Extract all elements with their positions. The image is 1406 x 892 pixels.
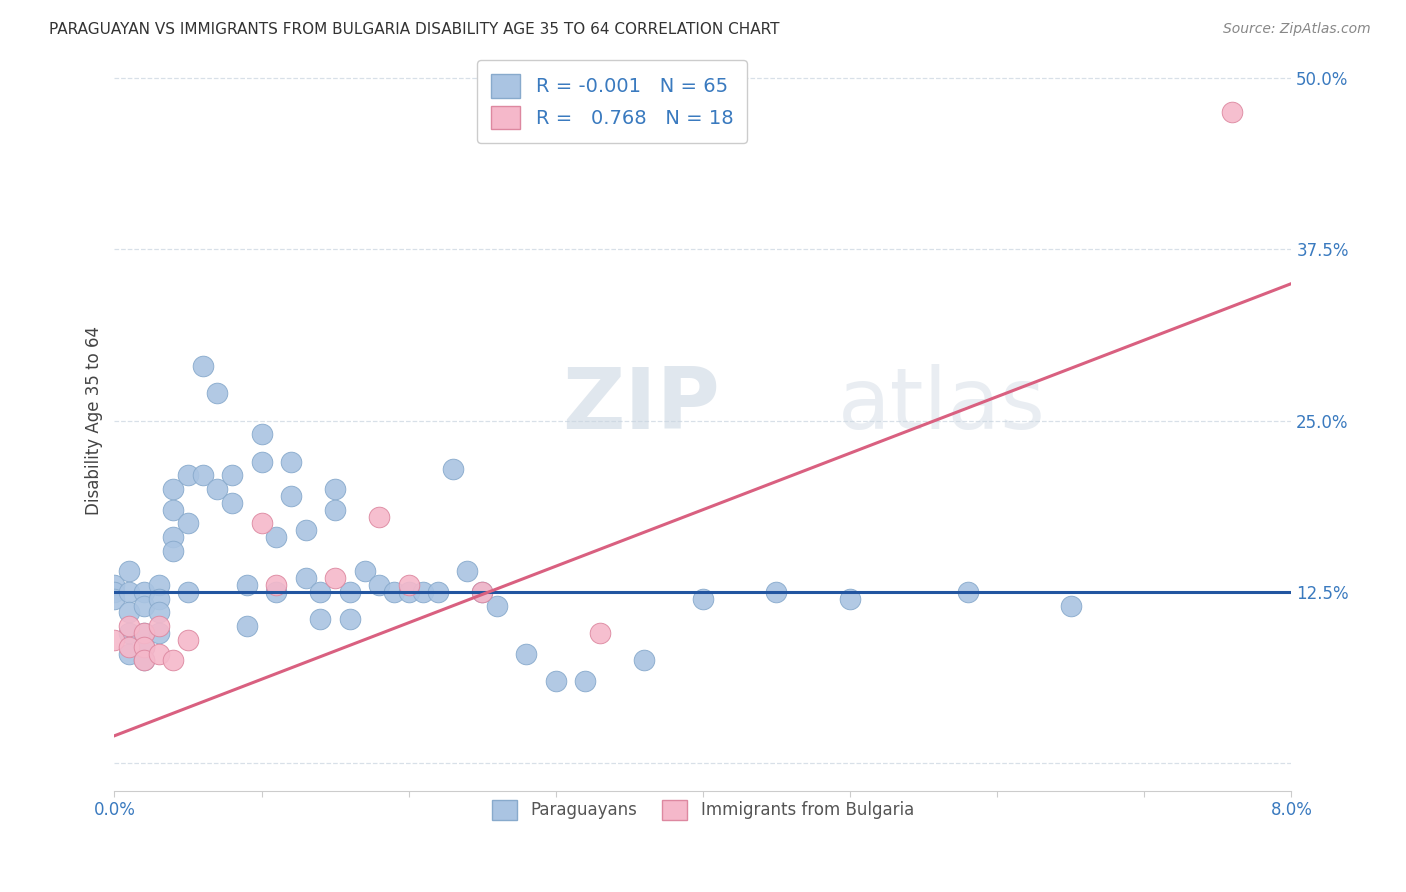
Point bbox=[162, 530, 184, 544]
Point bbox=[162, 653, 184, 667]
Text: atlas: atlas bbox=[838, 364, 1046, 448]
Point bbox=[162, 544, 184, 558]
Text: ZIP: ZIP bbox=[561, 364, 720, 448]
Point bbox=[177, 585, 200, 599]
Point bbox=[236, 619, 259, 633]
Point bbox=[132, 640, 155, 654]
Point bbox=[207, 482, 229, 496]
Point bbox=[221, 468, 243, 483]
Point bbox=[309, 585, 332, 599]
Point bbox=[132, 599, 155, 613]
Point bbox=[118, 606, 141, 620]
Point bbox=[515, 647, 537, 661]
Point bbox=[323, 482, 346, 496]
Point bbox=[264, 585, 287, 599]
Point bbox=[118, 640, 141, 654]
Point bbox=[309, 612, 332, 626]
Point bbox=[132, 626, 155, 640]
Point bbox=[103, 632, 125, 647]
Point bbox=[118, 626, 141, 640]
Point bbox=[162, 502, 184, 516]
Point bbox=[280, 489, 302, 503]
Point bbox=[456, 565, 478, 579]
Y-axis label: Disability Age 35 to 64: Disability Age 35 to 64 bbox=[86, 326, 103, 516]
Point bbox=[692, 591, 714, 606]
Point bbox=[412, 585, 434, 599]
Point bbox=[471, 585, 494, 599]
Point bbox=[294, 523, 316, 537]
Point bbox=[339, 612, 361, 626]
Point bbox=[339, 585, 361, 599]
Point bbox=[1059, 599, 1081, 613]
Point bbox=[148, 619, 170, 633]
Point bbox=[103, 578, 125, 592]
Point bbox=[353, 565, 375, 579]
Point bbox=[132, 626, 155, 640]
Point bbox=[250, 427, 273, 442]
Point bbox=[148, 606, 170, 620]
Point bbox=[103, 585, 125, 599]
Point bbox=[132, 653, 155, 667]
Point bbox=[544, 673, 567, 688]
Point bbox=[132, 585, 155, 599]
Point bbox=[148, 591, 170, 606]
Point bbox=[148, 626, 170, 640]
Point bbox=[118, 619, 141, 633]
Point bbox=[207, 386, 229, 401]
Point bbox=[485, 599, 508, 613]
Point bbox=[839, 591, 862, 606]
Point bbox=[1222, 105, 1244, 120]
Point bbox=[471, 585, 494, 599]
Point bbox=[118, 647, 141, 661]
Point bbox=[103, 591, 125, 606]
Point bbox=[148, 578, 170, 592]
Point bbox=[118, 585, 141, 599]
Point bbox=[177, 632, 200, 647]
Point bbox=[118, 565, 141, 579]
Point bbox=[250, 516, 273, 531]
Point bbox=[132, 640, 155, 654]
Point bbox=[323, 571, 346, 585]
Point bbox=[398, 585, 420, 599]
Point bbox=[398, 578, 420, 592]
Point bbox=[148, 647, 170, 661]
Point bbox=[264, 578, 287, 592]
Text: Source: ZipAtlas.com: Source: ZipAtlas.com bbox=[1223, 22, 1371, 37]
Text: PARAGUAYAN VS IMMIGRANTS FROM BULGARIA DISABILITY AGE 35 TO 64 CORRELATION CHART: PARAGUAYAN VS IMMIGRANTS FROM BULGARIA D… bbox=[49, 22, 780, 37]
Point bbox=[162, 482, 184, 496]
Point bbox=[765, 585, 787, 599]
Point bbox=[441, 461, 464, 475]
Point bbox=[368, 509, 391, 524]
Point bbox=[323, 502, 346, 516]
Point bbox=[382, 585, 405, 599]
Legend: Paraguayans, Immigrants from Bulgaria: Paraguayans, Immigrants from Bulgaria bbox=[485, 793, 921, 827]
Point bbox=[574, 673, 596, 688]
Point bbox=[633, 653, 655, 667]
Point bbox=[368, 578, 391, 592]
Point bbox=[236, 578, 259, 592]
Point bbox=[177, 516, 200, 531]
Point bbox=[956, 585, 979, 599]
Point bbox=[191, 359, 214, 373]
Point bbox=[132, 653, 155, 667]
Point bbox=[250, 455, 273, 469]
Point bbox=[589, 626, 612, 640]
Point bbox=[177, 468, 200, 483]
Point bbox=[427, 585, 450, 599]
Point bbox=[221, 496, 243, 510]
Point bbox=[280, 455, 302, 469]
Point bbox=[294, 571, 316, 585]
Point bbox=[264, 530, 287, 544]
Point bbox=[191, 468, 214, 483]
